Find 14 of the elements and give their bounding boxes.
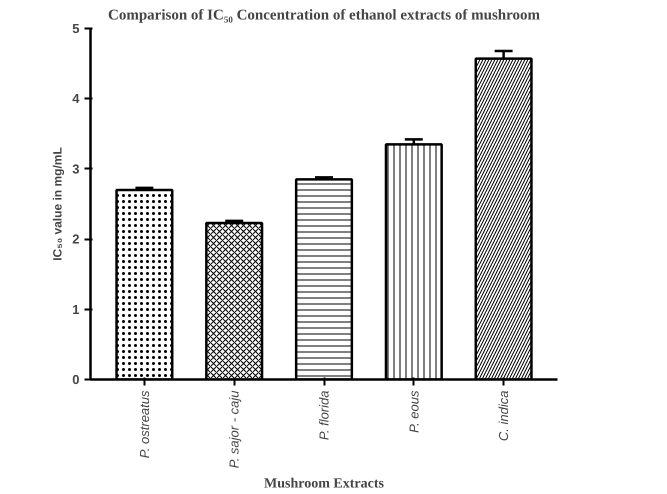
x-tick-label: P. florida [316,390,332,440]
x-tick-label: C. indica [496,390,512,442]
y-tick-label: 2 [72,232,80,247]
x-axis-title: Mushroom Extracts [264,476,384,492]
x-tick-label: P. eous [406,390,422,433]
y-tick-label: 3 [72,161,80,176]
y-axis-title: IC₅₀ value in mg/mL [50,147,64,261]
x-tick-label: P. ostreatus [136,390,152,458]
y-tick-label: 0 [72,372,80,387]
x-tick-label: P. sajor - caju [226,390,242,468]
y-tick-label: 5 [72,21,80,36]
y-tick-label: 1 [72,302,80,317]
y-tick-label: 4 [72,91,80,106]
chart-title: Comparison of IC₅₀ Concentration of ethanol extracts of mushroom [108,8,541,24]
